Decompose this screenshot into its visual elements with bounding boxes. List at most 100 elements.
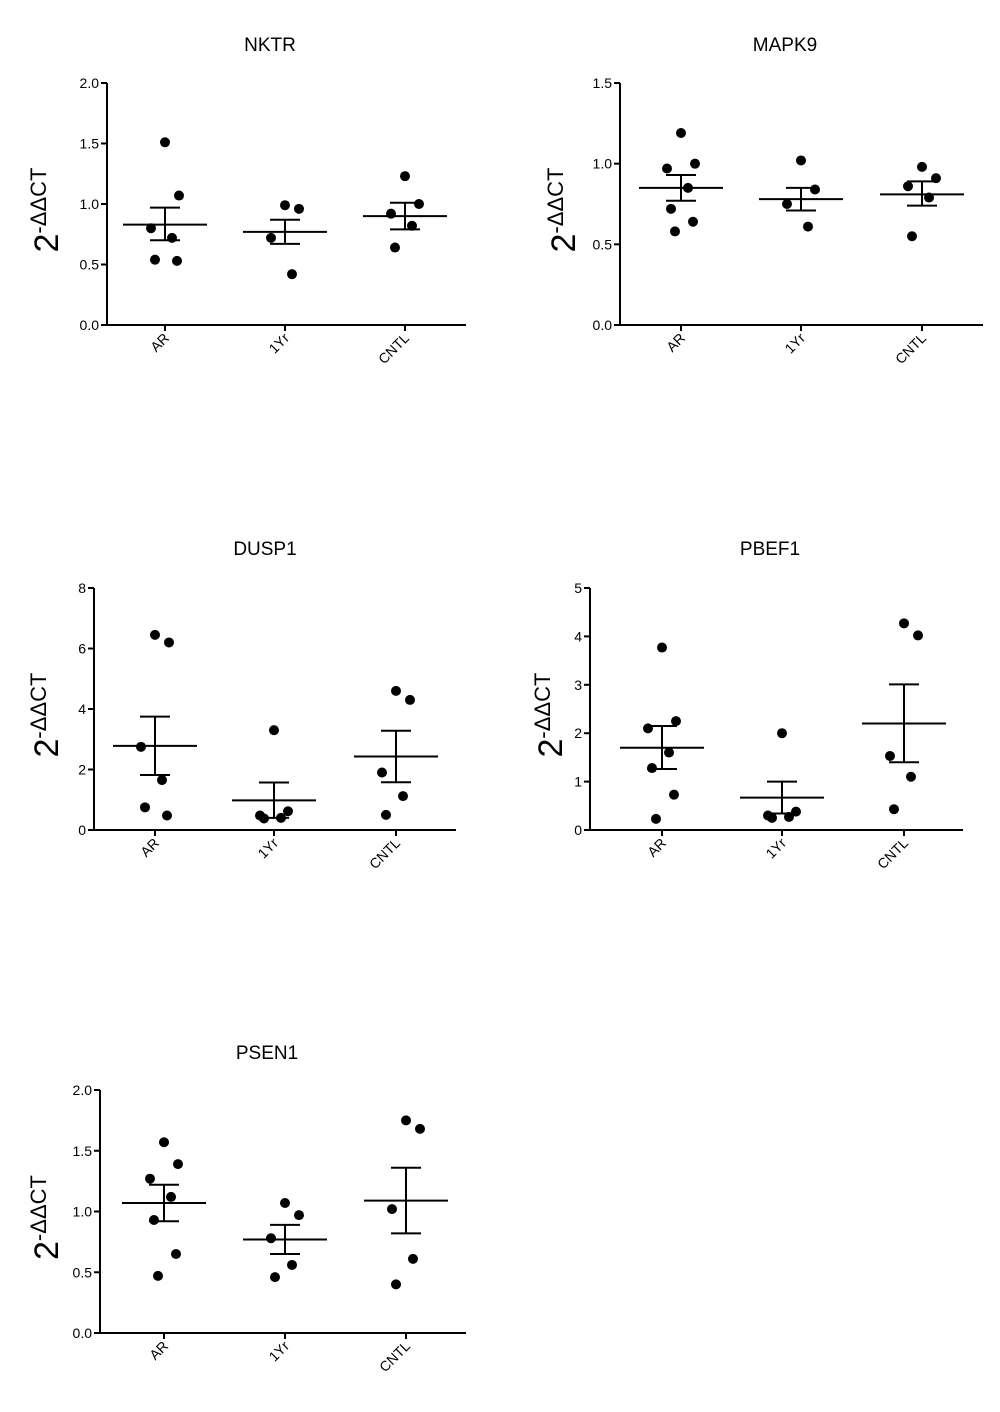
x-category-label-ar: AR <box>137 835 162 860</box>
data-point-cntl <box>903 181 913 192</box>
y-axis-label-superscript: -ΔΔCT <box>543 168 568 234</box>
x-category-label-cntl: CNTL <box>366 835 403 872</box>
y-tick-label: 0.0 <box>593 317 613 333</box>
data-point-1yr <box>270 1272 280 1283</box>
data-point-1yr <box>294 1210 304 1221</box>
x-category-label-1yr: 1Yr <box>265 330 292 357</box>
y-axis-label-base: 2 <box>28 739 66 758</box>
data-point-cntl <box>387 1204 397 1215</box>
y-tick-label: 2.0 <box>80 75 100 91</box>
x-category-label-ar: AR <box>663 330 688 355</box>
data-point-cntl <box>401 1115 411 1126</box>
x-category-label-ar: AR <box>146 1338 171 1363</box>
data-point-1yr <box>294 203 304 214</box>
data-point-cntl <box>386 208 396 219</box>
y-tick-label: 1 <box>574 774 582 790</box>
data-point-ar <box>167 232 177 243</box>
data-point-1yr <box>280 1197 290 1208</box>
data-point-cntl <box>400 171 410 182</box>
y-tick-label: 5 <box>574 580 582 596</box>
data-point-1yr <box>287 269 297 280</box>
data-point-ar <box>149 1215 159 1226</box>
y-tick-label: 0.0 <box>80 317 100 333</box>
data-point-cntl <box>907 231 917 242</box>
data-point-1yr <box>803 221 813 232</box>
data-point-cntl <box>899 618 909 629</box>
data-point-1yr <box>796 155 806 166</box>
y-tick-label: 0.5 <box>593 236 613 252</box>
data-point-ar <box>174 190 184 201</box>
y-tick-label: 4 <box>574 628 582 644</box>
data-point-ar <box>157 775 167 786</box>
chart-title-psen1: PSEN1 <box>236 1043 298 1064</box>
chart-title-dusp1: DUSP1 <box>233 539 296 560</box>
panel-mapk9: MAPK9 2-ΔΔCT 0.0 0.5 1.0 1.5 AR 1Yr CNTL <box>543 35 983 367</box>
data-point-cntl <box>405 694 415 705</box>
data-point-cntl <box>398 791 408 802</box>
y-tick-label: 2 <box>78 762 86 778</box>
panel-psen1: PSEN1 2-ΔΔCT 0.0 0.5 1.0 1.5 2.0 AR 1Yr CNTL <box>26 1043 466 1375</box>
data-point-ar <box>173 1159 183 1170</box>
y-tick-label: 1.5 <box>593 75 613 91</box>
y-axis-label-base: 2 <box>532 739 570 758</box>
data-point-ar <box>690 158 700 169</box>
data-point-cntl <box>407 220 417 231</box>
data-point-cntl <box>415 1123 425 1134</box>
data-point-ar <box>146 223 156 234</box>
x-category-label-cntl: CNTL <box>892 330 929 367</box>
y-tick-label: 6 <box>78 641 86 657</box>
x-category-label-1yr: 1Yr <box>265 1338 292 1365</box>
y-axis-label-pbef1: 2-ΔΔCT <box>530 673 570 758</box>
x-category-label-1yr: 1Yr <box>254 835 281 862</box>
x-category-label-1yr: 1Yr <box>762 835 789 862</box>
data-point-ar <box>172 255 182 266</box>
y-axis-label-superscript: -ΔΔCT <box>530 673 555 739</box>
data-point-cntl <box>913 630 923 641</box>
chart-title-mapk9: MAPK9 <box>753 35 817 56</box>
y-tick-label: 1.0 <box>80 196 100 212</box>
y-tick-label: 1.5 <box>73 1143 93 1159</box>
y-tick-label: 2.0 <box>73 1082 93 1098</box>
y-tick-label: 1.5 <box>80 136 100 152</box>
data-point-ar <box>666 203 676 214</box>
y-tick-label: 2 <box>574 725 582 741</box>
data-point-ar <box>160 137 170 148</box>
data-point-ar <box>150 629 160 640</box>
data-point-1yr <box>782 199 792 209</box>
y-tick-label: 0.5 <box>80 257 100 273</box>
y-tick-label: 0 <box>574 822 582 838</box>
data-point-ar <box>669 789 679 800</box>
y-tick-label: 0.5 <box>73 1264 93 1280</box>
x-category-label-cntl: CNTL <box>874 835 911 872</box>
data-point-ar <box>671 716 681 727</box>
data-point-ar <box>664 747 674 758</box>
data-point-1yr <box>287 1259 297 1270</box>
data-point-cntl <box>391 685 401 696</box>
y-tick-label: 3 <box>574 677 582 693</box>
y-axis-label-nktr: 2-ΔΔCT <box>26 168 66 253</box>
data-point-cntl <box>414 199 424 209</box>
data-point-ar <box>657 642 667 653</box>
data-point-cntl <box>889 804 899 815</box>
data-point-cntl <box>917 161 927 172</box>
y-axis-label-base: 2 <box>28 234 66 253</box>
y-tick-label: 8 <box>78 580 86 596</box>
data-point-ar <box>676 128 686 139</box>
data-point-1yr <box>810 184 820 195</box>
x-category-label-ar: AR <box>147 330 172 355</box>
data-point-ar <box>140 802 150 813</box>
data-point-ar <box>643 723 653 734</box>
data-point-cntl <box>390 242 400 253</box>
y-axis-label-psen1: 2-ΔΔCT <box>26 1175 66 1260</box>
data-point-1yr <box>777 728 787 739</box>
data-point-ar <box>159 1137 169 1148</box>
chart-title-nktr: NKTR <box>244 35 296 56</box>
data-point-ar <box>153 1270 163 1281</box>
data-point-ar <box>662 163 672 174</box>
y-tick-label: 1.0 <box>593 156 613 172</box>
x-category-label-1yr: 1Yr <box>781 330 808 357</box>
data-point-ar <box>150 254 160 265</box>
x-category-label-cntl: CNTL <box>376 1338 413 1375</box>
